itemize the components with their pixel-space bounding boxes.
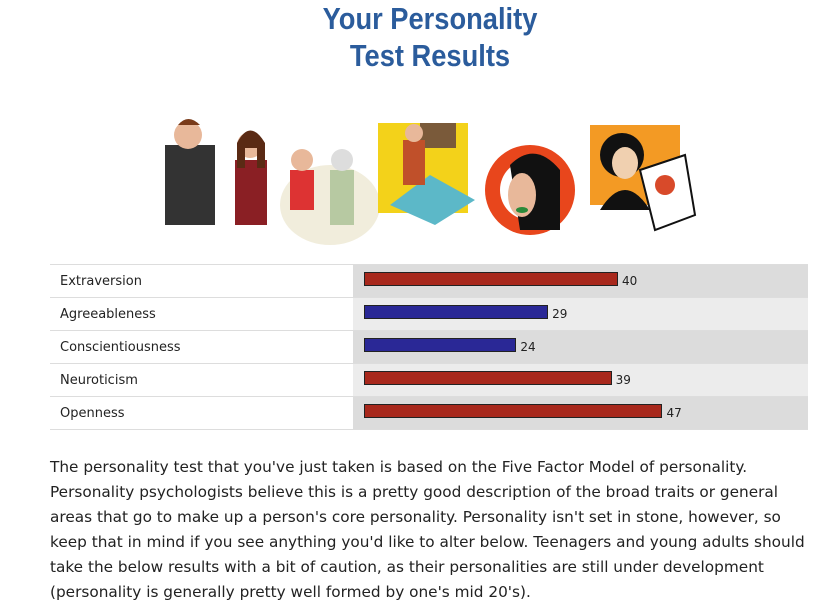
couple-illustration <box>165 119 267 225</box>
score-value: 47 <box>666 406 682 420</box>
score-bar <box>364 272 618 286</box>
trait-label: Extraversion <box>60 274 142 289</box>
elderly-illustration <box>280 149 380 245</box>
score-bar <box>364 404 663 418</box>
bar-cell: 39 <box>353 364 808 396</box>
bar-cell: 47 <box>353 397 808 429</box>
score-value: 29 <box>552 307 568 321</box>
score-value: 39 <box>615 373 631 387</box>
result-row: Neuroticism 39 <box>50 364 808 397</box>
result-row: Agreeableness 29 <box>50 298 808 331</box>
face-illustration <box>485 145 575 235</box>
result-row: Extraversion 40 <box>50 265 808 298</box>
bar-cell: 29 <box>353 298 808 330</box>
results-table: Extraversion 40 Agreeableness 29 Conscientio… <box>50 264 808 430</box>
bar-cell: 40 <box>353 265 808 297</box>
illustrations <box>165 119 697 245</box>
score-bar <box>364 371 612 385</box>
artist-illustration <box>590 125 697 232</box>
trait-label: Agreeableness <box>60 307 156 322</box>
trait-label: Openness <box>60 406 125 421</box>
score-value: 40 <box>622 274 638 288</box>
trait-label: Conscientiousness <box>60 340 181 355</box>
bar-cell: 24 <box>353 331 808 363</box>
score-value: 24 <box>520 340 536 354</box>
result-row: Openness 47 <box>50 397 808 430</box>
page-title: Your Personality Test Results <box>322 1 538 73</box>
score-bar <box>364 305 549 319</box>
trait-label: Neuroticism <box>60 373 138 388</box>
office-illustration <box>378 123 475 225</box>
score-bar <box>364 338 517 352</box>
description-paragraph: The personality test that you've just ta… <box>50 458 805 601</box>
result-row: Conscientiousness 24 <box>50 331 808 364</box>
